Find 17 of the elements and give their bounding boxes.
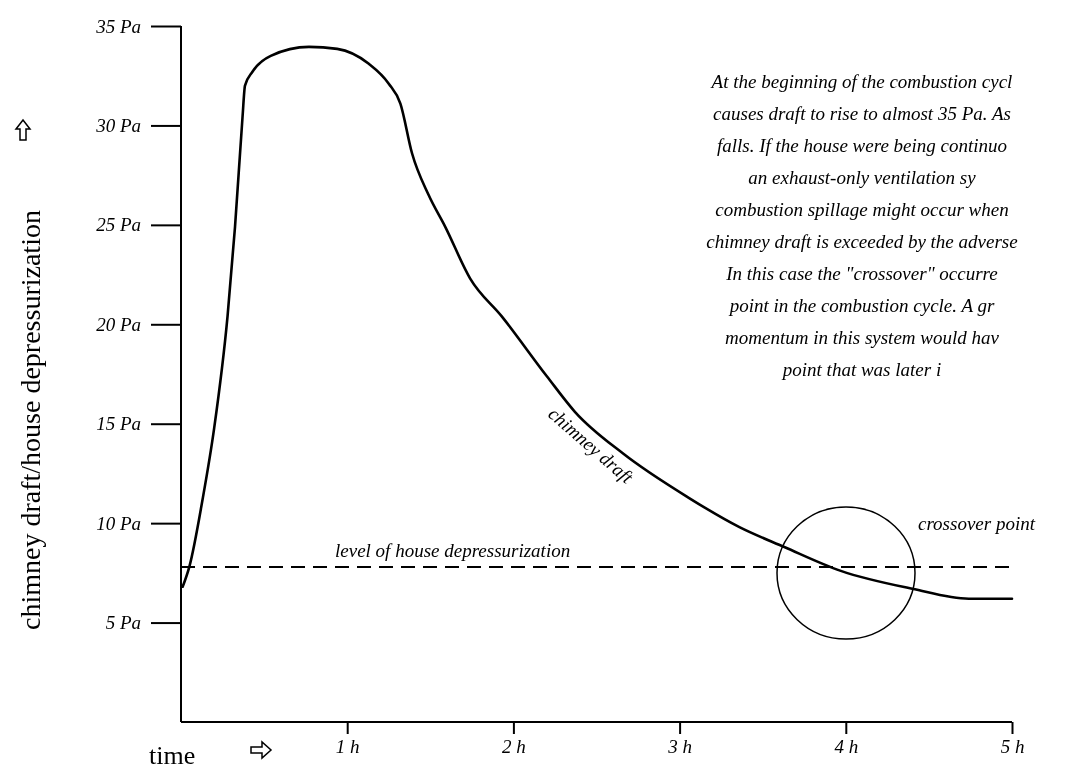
- y-tick-label: 5 Pa: [105, 612, 141, 634]
- x-tick-label: 2 h: [502, 736, 526, 758]
- x-axis-title: time: [149, 741, 196, 770]
- ref-line-label: level of house depressurization: [335, 539, 571, 561]
- text: At the beginning of the combustion cycl causes draft to rise to almost 35 Pa. As falls. If the house were being continuo an exhaust-only ventilation sy combustion spillage might occur when chimney draft is exceeded by the adverse In this case the "crossover" occurre point in the combustion cycle. A gr momentum in this system would hav point that was later i: [706, 71, 1018, 380]
- x-tick-label: 5 h: [1000, 736, 1025, 758]
- y-tick-label: 20 Pa: [96, 313, 141, 335]
- y-axis-title: chimney draft/house depressurization: [15, 210, 46, 630]
- y-tick-label: 15 Pa: [96, 413, 141, 435]
- x-tick-label: 4 h: [834, 736, 859, 758]
- annotation: crossover point: [918, 513, 1036, 534]
- y-tick-label: 30 Pa: [95, 115, 141, 137]
- y-tick-label: 35 Pa: [95, 15, 141, 37]
- y-tick-label: 10 Pa: [96, 512, 141, 534]
- y-tick-label: 25 Pa: [96, 214, 141, 236]
- x-tick-label: 1 h: [335, 736, 360, 758]
- x-tick-label: 3 h: [667, 736, 692, 758]
